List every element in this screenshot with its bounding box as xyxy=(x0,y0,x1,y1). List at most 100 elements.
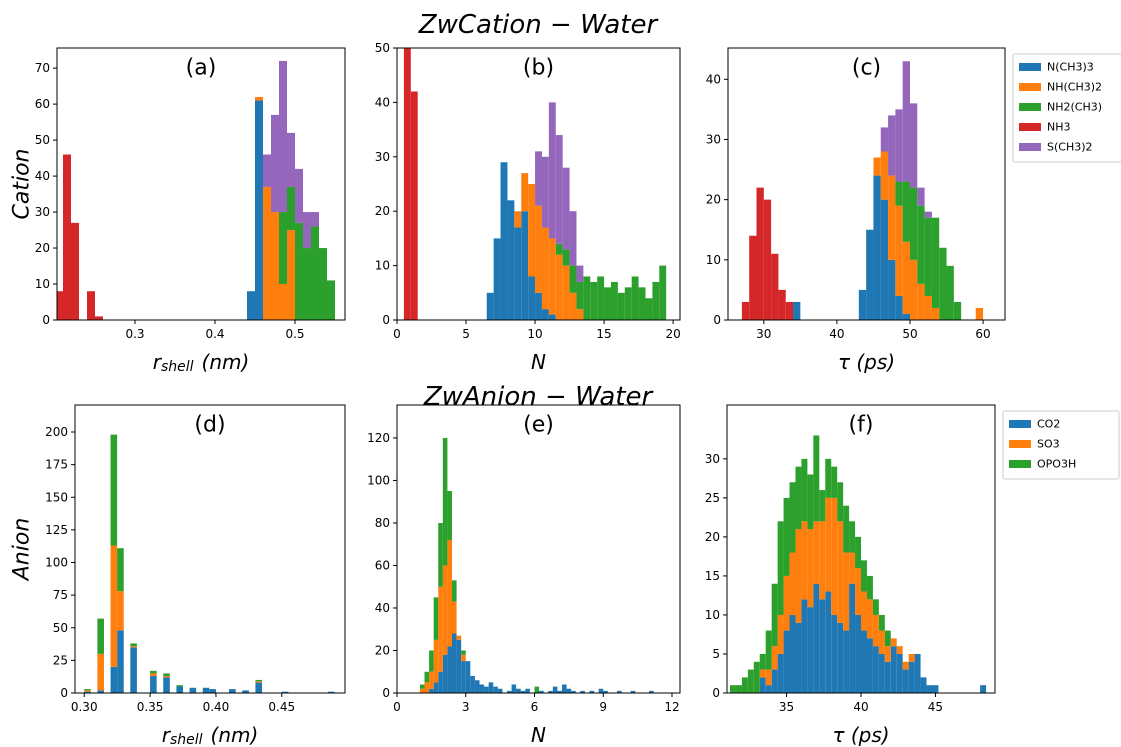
bar xyxy=(548,690,553,693)
x-axis-label: N xyxy=(531,350,546,374)
x-tick-label: 5 xyxy=(462,327,470,341)
bar xyxy=(163,676,170,678)
legend-swatch xyxy=(1019,63,1041,71)
bar xyxy=(649,690,654,693)
bar xyxy=(777,653,784,693)
legend-swatch xyxy=(1019,103,1041,111)
x-tick-label: 0 xyxy=(393,327,401,341)
bar xyxy=(884,661,891,693)
bar xyxy=(451,601,457,634)
y-tick-label: 20 xyxy=(375,204,390,218)
bar xyxy=(890,646,897,693)
bar xyxy=(569,292,577,320)
bar xyxy=(795,466,802,530)
bar xyxy=(57,291,63,320)
y-tick-label: 40 xyxy=(375,95,390,109)
axes-frame xyxy=(74,404,346,694)
y-tick-label: 40 xyxy=(35,169,50,183)
y-tick-label: 75 xyxy=(53,588,68,602)
bar xyxy=(837,521,844,623)
legend-label: NH3 xyxy=(1047,121,1071,134)
bar xyxy=(442,565,448,655)
bar xyxy=(150,676,157,693)
bar xyxy=(63,154,71,320)
bar xyxy=(534,686,540,693)
x-tick-label: 9 xyxy=(599,700,607,714)
bar xyxy=(880,199,889,320)
bar xyxy=(163,673,170,677)
bar xyxy=(880,127,889,152)
bar xyxy=(548,102,556,239)
bar xyxy=(583,276,591,320)
legend-swatch xyxy=(1009,420,1031,428)
bar xyxy=(914,653,921,693)
bar xyxy=(783,630,790,693)
x-axis-label: N xyxy=(531,723,546,747)
x-label-sub: shell xyxy=(161,359,194,375)
bar xyxy=(327,280,335,320)
y-tick-label: 50 xyxy=(53,621,68,635)
bar xyxy=(163,677,170,693)
row-title: ZwCation − Water xyxy=(418,10,660,40)
bar xyxy=(589,690,595,693)
bar xyxy=(319,248,327,320)
bar xyxy=(849,583,856,693)
bar xyxy=(872,614,879,647)
bar xyxy=(785,301,794,320)
bar xyxy=(525,688,530,693)
bar xyxy=(438,586,443,672)
bar xyxy=(461,654,466,662)
bar xyxy=(150,673,157,677)
bar xyxy=(866,575,873,600)
legend-swatch xyxy=(1009,460,1031,468)
bar xyxy=(541,227,549,310)
bar xyxy=(580,690,585,693)
bar xyxy=(783,497,790,576)
y-tick-label: 100 xyxy=(367,473,390,487)
y-tick-label: 25 xyxy=(705,491,720,505)
bar xyxy=(888,175,896,260)
bar xyxy=(541,309,549,320)
bar xyxy=(908,661,915,693)
y-tick-label: 40 xyxy=(375,601,390,615)
bar xyxy=(561,684,567,693)
bar xyxy=(756,187,764,320)
bar xyxy=(229,689,236,693)
bar xyxy=(456,639,462,693)
bar xyxy=(895,109,903,182)
bar xyxy=(975,307,984,320)
bar xyxy=(451,633,457,693)
bar xyxy=(598,688,604,693)
y-tick-label: 60 xyxy=(35,97,50,111)
bar xyxy=(429,650,434,672)
bar xyxy=(753,661,760,693)
bar xyxy=(552,686,558,693)
x-label-main: r xyxy=(162,723,172,747)
bar xyxy=(819,599,826,693)
bar xyxy=(909,103,918,188)
y-tick-label: 30 xyxy=(705,452,720,466)
bar xyxy=(807,529,814,608)
legend-swatch xyxy=(1019,143,1041,151)
x-axis-label: rshell (nm) xyxy=(162,723,259,747)
bar xyxy=(535,151,542,206)
bar xyxy=(858,289,867,320)
bar xyxy=(861,630,867,693)
bar xyxy=(514,211,522,228)
bar xyxy=(442,437,448,566)
y-tick-label: 20 xyxy=(705,530,720,544)
y-tick-label: 0 xyxy=(713,313,721,327)
bar xyxy=(759,677,766,693)
x-label-unit: (nm) xyxy=(202,350,250,374)
axes-frame xyxy=(396,404,681,694)
bar xyxy=(438,671,443,693)
bar xyxy=(939,247,947,320)
legend-label: SO3 xyxy=(1037,438,1060,451)
y-tick-label: 60 xyxy=(375,558,390,572)
bar xyxy=(884,646,891,662)
y-tick-label: 50 xyxy=(35,133,50,147)
x-tick-label: 45 xyxy=(928,700,943,714)
bar xyxy=(872,599,879,615)
bar xyxy=(548,314,556,320)
x-tick-label: 30 xyxy=(756,327,771,341)
